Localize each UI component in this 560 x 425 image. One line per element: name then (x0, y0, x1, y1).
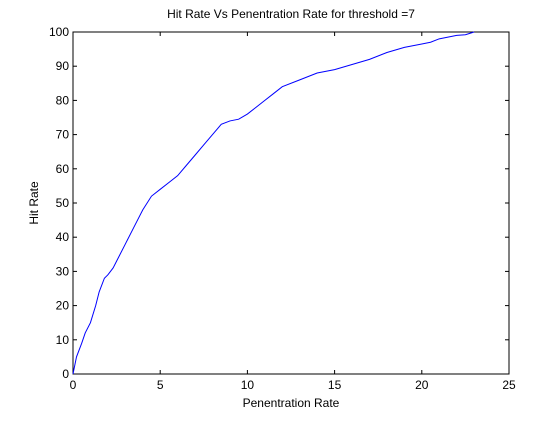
x-tick-label: 15 (328, 378, 342, 392)
y-tick-label: 50 (56, 196, 70, 210)
y-tick-label: 30 (56, 264, 70, 278)
x-tick-label: 20 (415, 378, 429, 392)
y-tick-label: 90 (56, 59, 70, 73)
x-tick-label: 5 (157, 378, 164, 392)
y-axis-label: Hit Rate (27, 181, 41, 225)
y-tick-label: 0 (62, 367, 69, 381)
x-tick-labels: 0 5 10 15 20 25 (70, 378, 516, 392)
y-tick-label: 10 (56, 333, 70, 347)
y-tick-label: 40 (56, 230, 70, 244)
y-tick-label: 100 (49, 25, 69, 39)
x-tick-label: 0 (70, 378, 77, 392)
axis-ticks (72, 31, 510, 375)
chart-title: Hit Rate Vs Penentration Rate for thresh… (167, 7, 415, 21)
x-axis-label: Penentration Rate (243, 396, 340, 410)
series-line (72, 31, 475, 375)
y-tick-label: 60 (56, 162, 70, 176)
plot-area (72, 31, 510, 375)
y-tick-label: 80 (56, 93, 70, 107)
y-tick-labels: 0 10 20 30 40 50 60 70 80 90 100 (49, 25, 69, 381)
x-tick-label: 10 (241, 378, 255, 392)
y-tick-label: 20 (56, 299, 70, 313)
x-tick-label: 25 (502, 378, 516, 392)
y-tick-label: 70 (56, 128, 70, 142)
